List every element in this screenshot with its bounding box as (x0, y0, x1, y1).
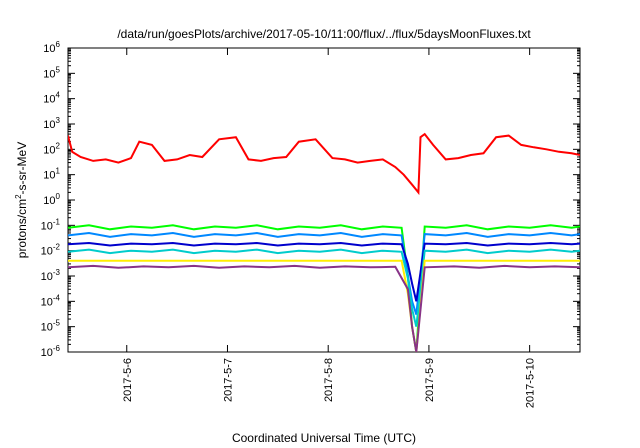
x-axis-label: Coordinated Universal Time (UTC) (232, 431, 416, 445)
plot-frame (67, 47, 581, 353)
y-tick-label: 10-6 (41, 344, 61, 359)
y-tick-label-exp: 2 (56, 141, 61, 150)
series-line (68, 248, 580, 327)
y-axis: 10-610-510-410-310-210-11001011021031041… (41, 40, 580, 359)
y-tick-label-exp: 0 (56, 192, 61, 201)
series-line (68, 132, 580, 196)
y-tick-label: 10-5 (41, 319, 61, 334)
y-axis-label-tail: -s-sr-MeV (15, 142, 29, 195)
y-tick-label-exp: 6 (56, 40, 61, 49)
y-tick-label: 100 (43, 192, 60, 207)
y-tick-label-exp: -5 (53, 319, 61, 328)
y-tick-label-base: 10 (41, 347, 53, 359)
y-tick-label-exp: -3 (53, 268, 61, 277)
y-axis-label: protons/cm2-s-sr-MeV (14, 142, 29, 258)
x-tick-label: 2017-5-6 (122, 358, 134, 402)
y-tick-label: 10-2 (41, 243, 61, 258)
y-tick-label-base: 10 (43, 170, 55, 182)
y-tick-label: 101 (43, 167, 60, 182)
y-tick-label-exp: -2 (53, 243, 61, 252)
y-tick-label: 105 (43, 65, 60, 80)
y-tick-label-exp: -1 (53, 217, 61, 226)
y-tick-label: 106 (43, 40, 60, 55)
y-tick-label-base: 10 (43, 94, 55, 106)
series-line (68, 231, 580, 315)
y-tick-label: 103 (43, 116, 60, 131)
y-axis-label-sup: 2 (14, 194, 23, 199)
y-tick-label: 10-3 (41, 268, 61, 283)
y-tick-label: 10-4 (41, 293, 61, 308)
y-tick-label-base: 10 (43, 68, 55, 80)
y-tick-label-base: 10 (43, 43, 55, 55)
x-tick-label: 2017-5-10 (525, 358, 537, 408)
y-tick-label-base: 10 (43, 119, 55, 131)
y-tick-label-exp: 3 (56, 116, 61, 125)
y-tick-label: 102 (43, 141, 60, 156)
y-tick-label-exp: -4 (53, 293, 61, 302)
y-axis-label-base: protons/cm (15, 199, 29, 258)
y-tick-label-base: 10 (41, 220, 53, 232)
y-tick-label-base: 10 (43, 144, 55, 156)
series-line (68, 259, 580, 352)
y-tick-label-base: 10 (43, 195, 55, 207)
x-tick-label: 2017-5-8 (323, 358, 335, 402)
y-tick-label-exp: 4 (56, 91, 61, 100)
x-axis: 2017-5-6 2017-5-7 2017-5-8 2017-5-9 2017-5-1… (122, 48, 537, 408)
y-tick-label-base: 10 (41, 246, 53, 258)
x-tick-label: 2017-5-9 (424, 358, 436, 402)
x-tick-label: 2017-5-7 (222, 358, 234, 402)
series-line (68, 264, 580, 352)
series-line (68, 241, 580, 302)
y-tick-label-base: 10 (41, 296, 53, 308)
chart-title: /data/run/goesPlots/archive/2017-05-10/1… (117, 27, 531, 41)
y-tick-label-base: 10 (41, 322, 53, 334)
y-tick-label-exp: 1 (56, 167, 61, 176)
y-tick-label: 10-1 (41, 217, 61, 232)
y-tick-label: 104 (43, 91, 60, 106)
y-tick-label-base: 10 (41, 271, 53, 283)
y-tick-label-exp: -6 (53, 344, 61, 353)
series-line (68, 224, 580, 352)
y-tick-label-exp: 5 (56, 65, 61, 74)
series-layer (68, 132, 580, 352)
